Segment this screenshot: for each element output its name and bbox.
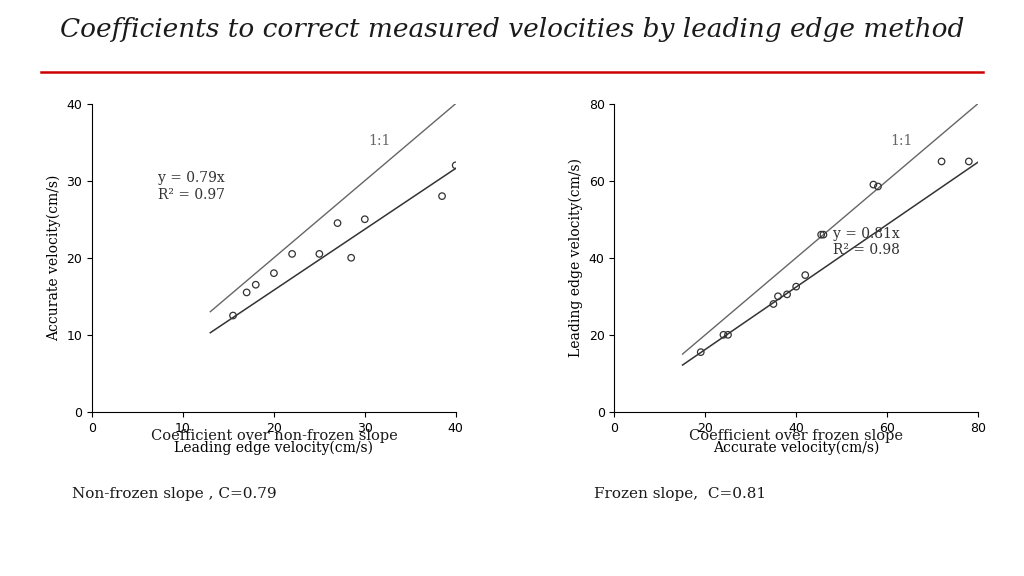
Point <box>961 157 977 166</box>
Text: Coefficients to correct measured velocities by leading edge method: Coefficients to correct measured velocit… <box>59 17 965 42</box>
Text: y = 0.81x
R² = 0.98: y = 0.81x R² = 0.98 <box>833 227 899 257</box>
Point <box>720 330 736 339</box>
Point <box>869 182 886 191</box>
Point <box>813 230 829 239</box>
Point <box>248 280 264 289</box>
X-axis label: Accurate velocity(cm/s): Accurate velocity(cm/s) <box>713 440 880 454</box>
Text: Coefficient over non-frozen slope: Coefficient over non-frozen slope <box>151 429 397 443</box>
Point <box>330 218 346 228</box>
Text: Coefficient over frozen slope: Coefficient over frozen slope <box>689 429 903 443</box>
Point <box>692 347 709 357</box>
Text: 1:1: 1:1 <box>369 134 391 149</box>
Y-axis label: Leading edge velocity(cm/s): Leading edge velocity(cm/s) <box>568 158 583 357</box>
Text: Frozen slope,  C=0.81: Frozen slope, C=0.81 <box>594 487 766 501</box>
Point <box>779 290 796 299</box>
Point <box>239 288 255 297</box>
Text: Non-frozen slope , C=0.79: Non-frozen slope , C=0.79 <box>72 487 276 501</box>
Point <box>715 330 731 339</box>
Point <box>434 191 451 200</box>
Point <box>356 215 373 224</box>
Point <box>815 230 831 239</box>
Text: 1:1: 1:1 <box>891 134 913 149</box>
Point <box>343 253 359 263</box>
Point <box>225 311 242 320</box>
Point <box>311 249 328 259</box>
Y-axis label: Accurate velocity(cm/s): Accurate velocity(cm/s) <box>47 175 61 341</box>
Point <box>765 300 781 309</box>
Point <box>770 291 786 301</box>
Point <box>865 180 882 189</box>
Point <box>265 268 282 278</box>
Point <box>447 161 464 170</box>
Point <box>284 249 300 259</box>
Text: y = 0.79x
R² = 0.97: y = 0.79x R² = 0.97 <box>158 172 224 202</box>
Point <box>788 282 805 291</box>
Point <box>797 271 813 280</box>
Point <box>934 157 950 166</box>
X-axis label: Leading edge velocity(cm/s): Leading edge velocity(cm/s) <box>174 440 374 454</box>
